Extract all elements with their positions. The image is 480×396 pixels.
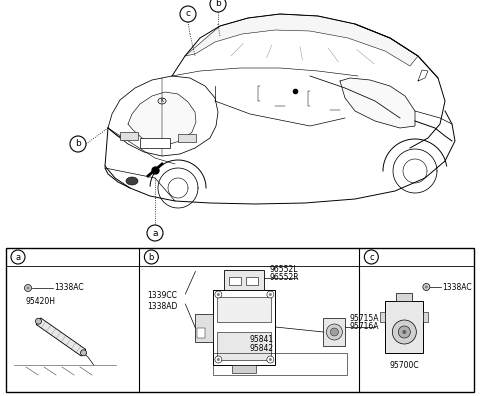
Circle shape <box>398 326 410 338</box>
Text: 95420H: 95420H <box>26 297 56 307</box>
Text: 95715A: 95715A <box>349 314 379 323</box>
Polygon shape <box>185 14 418 66</box>
Bar <box>217 297 271 322</box>
Bar <box>385 301 423 353</box>
Text: 95700C: 95700C <box>390 361 419 370</box>
Bar <box>214 352 348 375</box>
Text: 1338AC: 1338AC <box>443 282 472 291</box>
Bar <box>178 134 196 142</box>
Text: a: a <box>15 253 21 261</box>
Bar <box>217 331 271 360</box>
Circle shape <box>402 330 407 334</box>
Polygon shape <box>340 78 415 128</box>
Bar <box>229 276 241 284</box>
Bar <box>197 328 205 338</box>
Text: 95841: 95841 <box>250 335 274 344</box>
Circle shape <box>269 358 272 361</box>
Circle shape <box>392 320 416 344</box>
Circle shape <box>215 291 222 298</box>
Bar <box>224 270 264 289</box>
Circle shape <box>147 225 163 241</box>
Bar <box>6 248 474 392</box>
Text: 1338AD: 1338AD <box>147 302 178 311</box>
Circle shape <box>24 284 32 291</box>
Bar <box>380 312 385 322</box>
Circle shape <box>26 286 29 289</box>
Text: c: c <box>369 253 373 261</box>
Circle shape <box>267 291 274 298</box>
Circle shape <box>81 350 86 356</box>
Text: 96552L: 96552L <box>269 265 298 274</box>
Text: b: b <box>75 139 81 148</box>
Text: K: K <box>160 99 164 103</box>
Circle shape <box>330 328 338 336</box>
Circle shape <box>215 356 222 363</box>
Circle shape <box>326 324 342 340</box>
Text: 96552R: 96552R <box>269 274 299 282</box>
Circle shape <box>267 356 274 363</box>
Bar <box>140 138 170 148</box>
Ellipse shape <box>126 177 138 185</box>
Text: a: a <box>152 228 158 238</box>
Text: c: c <box>185 10 191 19</box>
Bar <box>423 312 428 322</box>
Text: b: b <box>215 0 221 8</box>
Circle shape <box>36 318 41 324</box>
Circle shape <box>425 286 428 289</box>
Bar <box>246 276 258 284</box>
Circle shape <box>144 250 158 264</box>
Circle shape <box>180 6 196 22</box>
Bar <box>214 289 276 364</box>
Polygon shape <box>36 318 86 356</box>
Bar <box>120 132 138 140</box>
Polygon shape <box>128 92 196 144</box>
Circle shape <box>11 250 25 264</box>
Circle shape <box>217 358 220 361</box>
Text: 95842: 95842 <box>250 344 274 353</box>
Circle shape <box>70 136 86 152</box>
Circle shape <box>423 284 430 291</box>
Text: 1338AC: 1338AC <box>54 284 84 293</box>
Bar <box>195 314 214 342</box>
Circle shape <box>217 293 220 296</box>
Circle shape <box>269 293 272 296</box>
Bar <box>324 318 346 346</box>
Circle shape <box>364 250 378 264</box>
Bar <box>232 364 256 373</box>
Text: 95716A: 95716A <box>349 322 379 331</box>
Text: b: b <box>149 253 154 261</box>
Bar <box>396 293 412 301</box>
Text: 1339CC: 1339CC <box>147 291 177 300</box>
Circle shape <box>210 0 226 12</box>
